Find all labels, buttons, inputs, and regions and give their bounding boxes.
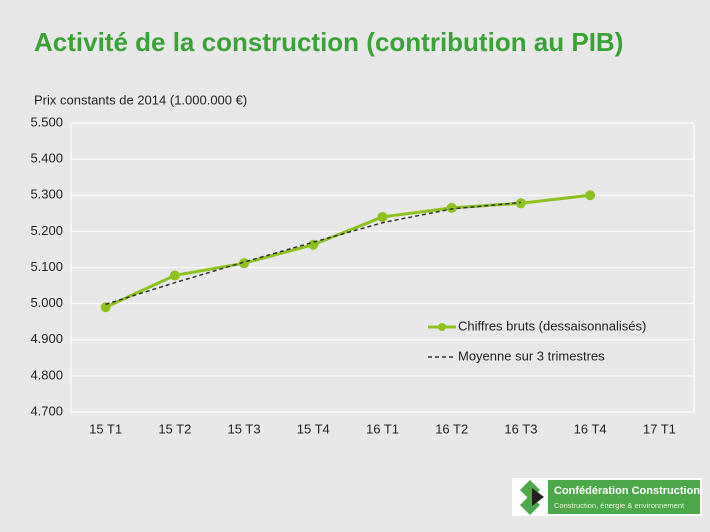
y-tick-label: 5.200	[30, 223, 63, 238]
series-line	[104, 193, 591, 309]
x-tick-label: 16 T1	[366, 421, 399, 436]
y-tick-label: 5.300	[30, 187, 63, 202]
legend-label: Chiffres bruts (dessaisonnalisés)	[458, 318, 646, 333]
x-tick-label: 15 T2	[158, 421, 191, 436]
logo-icon	[520, 480, 540, 515]
x-tick-label: 17 T1	[643, 421, 676, 436]
y-tick-label: 5.400	[30, 151, 63, 166]
chart-title: Activité de la construction (contributio…	[34, 27, 623, 57]
y-tick-label: 5.000	[30, 295, 63, 310]
x-tick-label: 15 T4	[297, 421, 330, 436]
x-tick-label: 16 T4	[574, 421, 607, 436]
y-tick-label: 4.900	[30, 331, 63, 346]
point	[446, 202, 457, 213]
logo-name: Confédération Construction	[554, 485, 700, 497]
y-tick-label: 4.800	[30, 367, 63, 382]
point	[100, 302, 111, 313]
y-tick-label: 4.700	[30, 403, 63, 418]
x-tick-label: 15 T3	[228, 421, 261, 436]
point	[377, 211, 388, 222]
legend-marker	[438, 323, 446, 331]
y-tick-label: 5.100	[30, 259, 63, 274]
point	[585, 190, 596, 201]
series-line	[105, 201, 522, 306]
logo-icon	[532, 488, 544, 506]
x-tick-label: 16 T3	[504, 421, 537, 436]
y-axis-label: Prix constants de 2014 (1.000.000 €)	[34, 92, 247, 107]
x-tick-label: 15 T1	[89, 421, 122, 436]
logo: Confédération Construction Construction,…	[512, 478, 702, 516]
logo-band	[548, 480, 700, 514]
point	[169, 270, 180, 281]
legend-label: Moyenne sur 3 trimestres	[458, 348, 605, 363]
x-tick-label: 16 T2	[435, 421, 468, 436]
logo-tagline: Construction, énergie & environnement	[554, 501, 685, 510]
y-tick-label: 5.500	[30, 114, 63, 129]
